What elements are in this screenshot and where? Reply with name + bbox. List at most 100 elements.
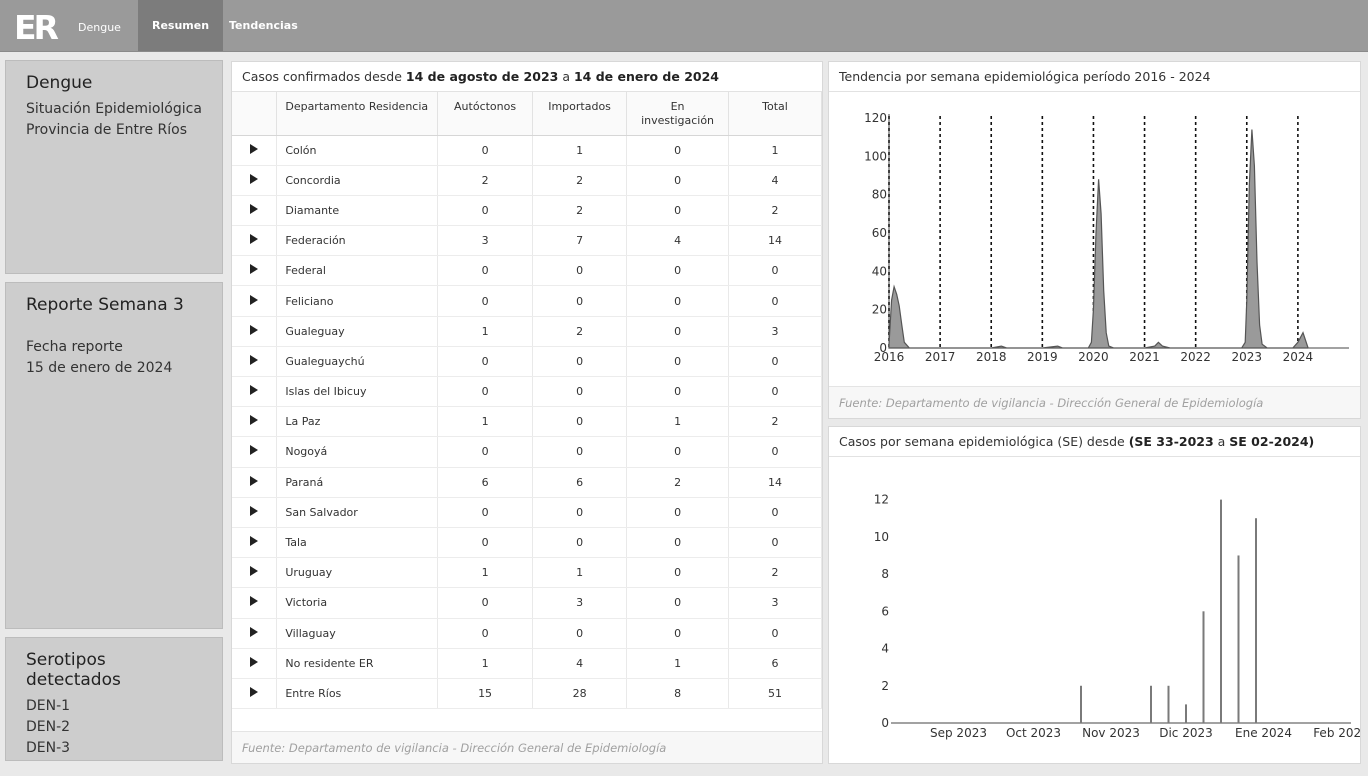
expand-row-button[interactable] xyxy=(232,376,278,408)
weekly-bar xyxy=(1185,704,1187,723)
cell-inv: 1 xyxy=(626,648,730,679)
table-card-title: Casos confirmados desde 14 de agosto de … xyxy=(232,62,822,92)
table-row[interactable]: Colón 0 1 0 1 xyxy=(232,135,822,166)
table-row[interactable]: Paraná 6 6 2 14 xyxy=(232,467,822,498)
expand-row-button[interactable] xyxy=(232,346,278,378)
expand-row-button[interactable] xyxy=(232,135,278,166)
table-row[interactable]: Diamante 0 2 0 2 xyxy=(232,195,822,227)
serotype-item: DEN-2 xyxy=(26,719,71,735)
cell-imp: 2 xyxy=(532,316,628,347)
weekly-title-bold-1: (SE 33-2023 xyxy=(1128,434,1214,449)
cases-table: Departamento Residencia Autóctonos Impor… xyxy=(232,92,822,710)
table-row[interactable]: Federal 0 0 0 0 xyxy=(232,255,822,287)
table-row[interactable]: San Salvador 0 0 0 0 xyxy=(232,497,822,528)
x-tick-label: 2021 xyxy=(1129,350,1160,364)
expand-row-button[interactable] xyxy=(232,678,278,710)
serotypes-panel: Serotipos detectados DEN-1 DEN-2 DEN-3 xyxy=(5,637,223,761)
table-row[interactable]: Gualeguay 1 2 0 3 xyxy=(232,316,822,347)
cell-dep: Nogoyá xyxy=(276,436,439,468)
tab-tendencias[interactable]: Tendencias xyxy=(229,19,298,32)
cell-inv: 0 xyxy=(626,135,730,166)
cell-imp: 1 xyxy=(532,135,628,166)
expand-row-button[interactable] xyxy=(232,587,278,619)
tab-resumen[interactable]: Resumen xyxy=(138,0,224,51)
table-row[interactable]: La Paz 1 0 1 2 xyxy=(232,406,822,438)
cell-total: 0 xyxy=(728,376,822,408)
weekly-chart: 0 2 4 6 8 10 12 Sep 2023 Oct 2023 Nov 2023 Dic 202… xyxy=(874,493,1360,740)
triangle-right-icon xyxy=(250,143,259,154)
date-to: 14 de enero de 2024 xyxy=(573,69,720,84)
expand-row-button[interactable] xyxy=(232,467,278,498)
table-row[interactable]: Federación 3 7 4 14 xyxy=(232,225,822,257)
table-row[interactable]: No residente ER 1 4 1 6 xyxy=(232,648,822,679)
expand-row-button[interactable] xyxy=(232,225,278,257)
column-header-total[interactable]: Total xyxy=(728,92,822,136)
weekly-bar xyxy=(1167,685,1170,723)
cell-aut: 0 xyxy=(437,346,534,378)
x-tick-label: Sep 2023 xyxy=(930,726,987,740)
triangle-right-icon xyxy=(250,264,259,275)
cell-dep: Islas del Ibicuy xyxy=(276,376,439,408)
x-tick-label: Ene 2024 xyxy=(1235,726,1292,740)
cell-inv: 0 xyxy=(626,285,730,317)
cell-inv: 4 xyxy=(626,225,730,257)
column-header-investigacion[interactable]: En investigación xyxy=(626,92,730,136)
triangle-right-icon xyxy=(250,385,259,396)
cell-inv: 8 xyxy=(626,678,730,710)
cell-imp: 1 xyxy=(532,557,628,589)
expand-row-button[interactable] xyxy=(232,618,278,649)
triangle-right-icon xyxy=(250,626,259,637)
column-header-departamento[interactable]: Departamento Residencia xyxy=(276,92,439,136)
column-header-importados[interactable]: Importados xyxy=(532,92,628,136)
expand-row-button[interactable] xyxy=(232,255,278,287)
cell-dep: Colón xyxy=(276,135,439,166)
table-source-footer: Fuente: Departamento de vigilancia - Dir… xyxy=(232,731,822,763)
cell-inv: 0 xyxy=(626,376,730,408)
er-logo[interactable]: ER xyxy=(14,10,66,42)
y-tick-label: 12 xyxy=(874,493,889,507)
y-tick-label: 10 xyxy=(874,530,889,544)
expand-row-button[interactable] xyxy=(232,436,278,468)
cell-imp: 4 xyxy=(532,648,628,679)
y-tick-label: 8 xyxy=(881,567,889,581)
cell-aut: 1 xyxy=(437,406,534,438)
y-tick-label: 120 xyxy=(864,111,887,125)
table-row[interactable]: Islas del Ibicuy 0 0 0 0 xyxy=(232,376,822,408)
expand-row-button[interactable] xyxy=(232,165,278,196)
title-panel: Dengue Situación Epidemiológica Provinci… xyxy=(5,60,223,274)
y-tick-label: 0 xyxy=(879,341,887,355)
cell-imp: 0 xyxy=(532,527,628,559)
trend-chart-card: Tendencia por semana epidemiológica perí… xyxy=(828,61,1361,419)
expand-row-button[interactable] xyxy=(232,557,278,589)
table-header-row: Departamento Residencia Autóctonos Impor… xyxy=(232,92,822,136)
serotype-item: DEN-1 xyxy=(26,698,71,714)
table-row[interactable]: Feliciano 0 0 0 0 xyxy=(232,285,822,317)
table-row[interactable]: Gualeguaychú 0 0 0 0 xyxy=(232,346,822,378)
column-header-autoctonos[interactable]: Autóctonos xyxy=(437,92,534,136)
cell-inv: 0 xyxy=(626,316,730,347)
table-row[interactable]: Tala 0 0 0 0 xyxy=(232,527,822,559)
expand-row-button[interactable] xyxy=(232,316,278,347)
table-row[interactable]: Entre Ríos 15 28 8 51 xyxy=(232,678,822,710)
cell-inv: 2 xyxy=(626,467,730,498)
cell-total: 2 xyxy=(728,557,822,589)
cell-total: 6 xyxy=(728,648,822,679)
triangle-right-icon xyxy=(250,566,259,577)
expand-row-button[interactable] xyxy=(232,285,278,317)
table-row[interactable]: Villaguay 0 0 0 0 xyxy=(232,618,822,649)
expand-row-button[interactable] xyxy=(232,406,278,438)
expand-row-button[interactable] xyxy=(232,648,278,679)
table-row[interactable]: Concordia 2 2 0 4 xyxy=(232,165,822,196)
x-tick-label: 2024 xyxy=(1283,350,1314,364)
cell-aut: 0 xyxy=(437,618,534,649)
expand-row-button[interactable] xyxy=(232,195,278,227)
cell-aut: 3 xyxy=(437,225,534,257)
expand-row-button[interactable] xyxy=(232,527,278,559)
table-row[interactable]: Nogoyá 0 0 0 0 xyxy=(232,436,822,468)
table-row[interactable]: Uruguay 1 1 0 2 xyxy=(232,557,822,589)
table-row[interactable]: Victoria 0 3 0 3 xyxy=(232,587,822,619)
expand-row-button[interactable] xyxy=(232,497,278,528)
cell-dep: Villaguay xyxy=(276,618,439,649)
cell-imp: 7 xyxy=(532,225,628,257)
cell-total: 0 xyxy=(728,497,822,528)
